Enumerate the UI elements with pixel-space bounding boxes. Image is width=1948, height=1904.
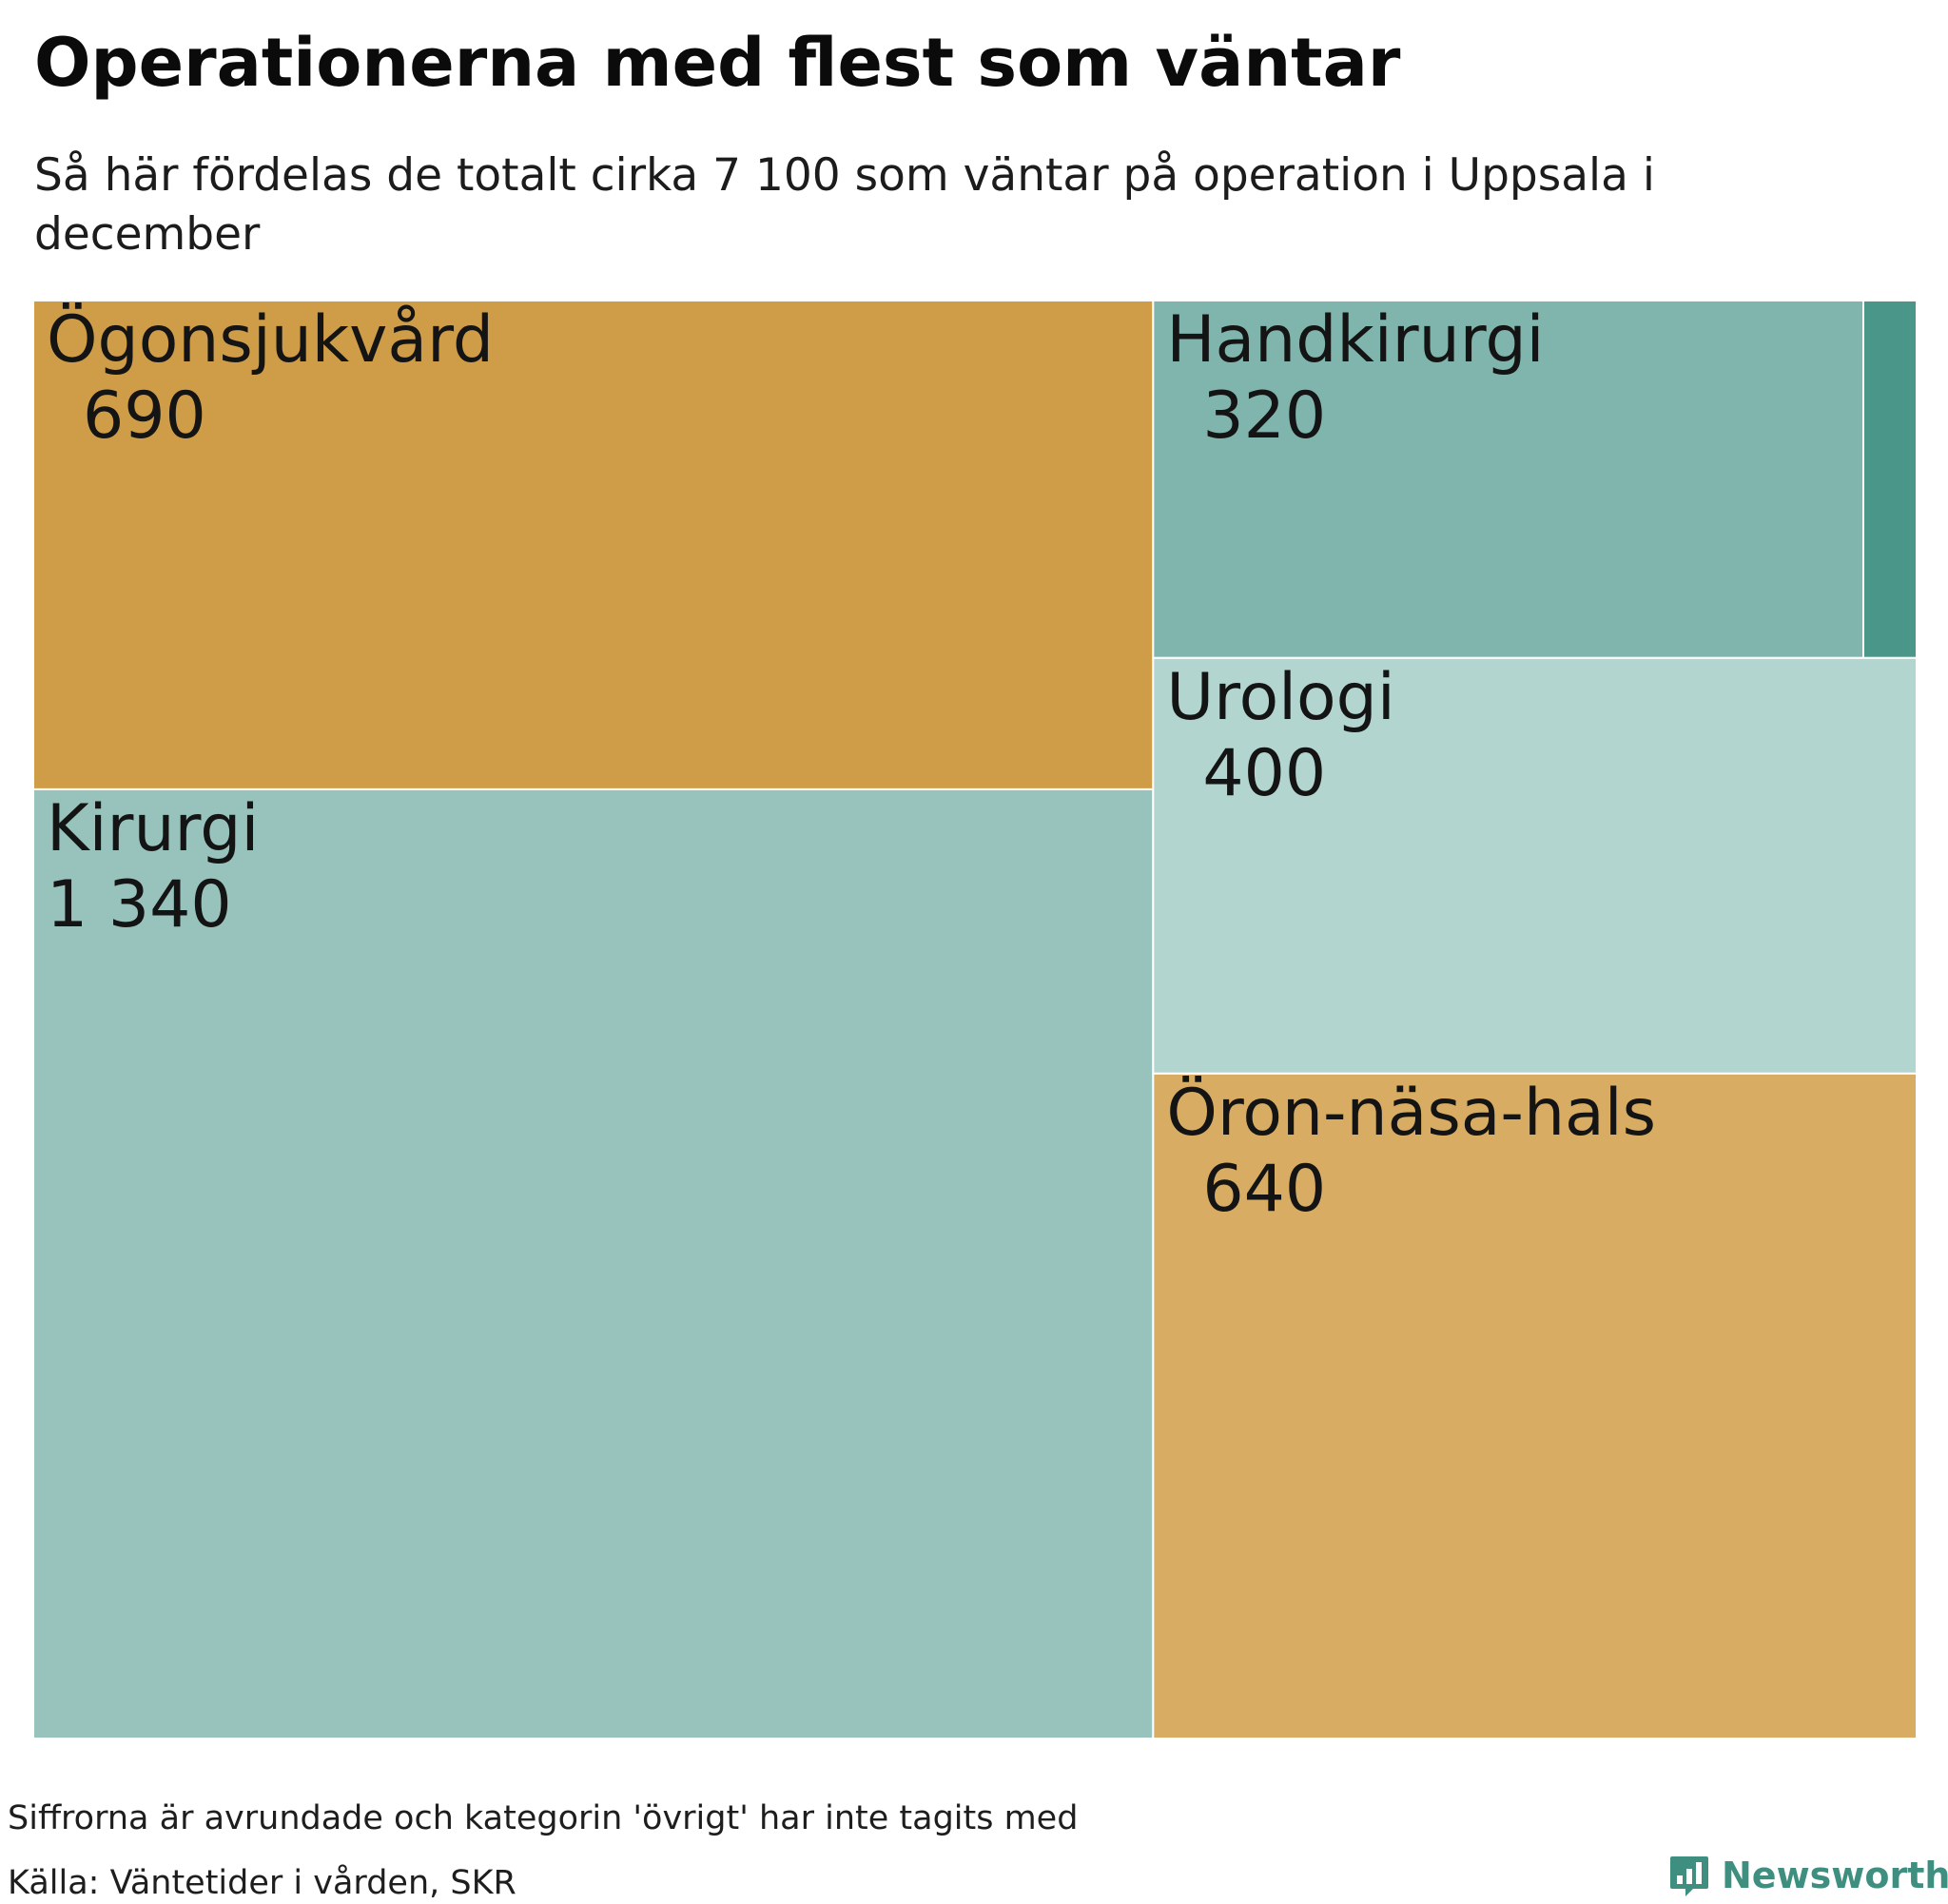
treemap-value-handkirurgi: 320 [1202, 379, 1326, 454]
logo-text: Newsworthy [1722, 1855, 1948, 1896]
treemap-cell-kirurgi [32, 787, 1155, 1739]
treemap-label-handkirurgi: Handkirurgi [1166, 302, 1544, 378]
newsworthy-logo: Newsworthy [1668, 1853, 1948, 1900]
treemap-label-kirurgi: Kirurgi [47, 791, 259, 866]
treemap-value-oron-nasa-hals: 640 [1202, 1152, 1326, 1227]
bar-chart-speech-bubble-icon [1670, 1856, 1708, 1896]
treemap-cell-handkirurgi [1152, 300, 1864, 659]
chart-title: Operationerna med flest som väntar [34, 24, 1401, 102]
treemap-value-ogonsjukvard: 690 [83, 379, 206, 454]
treemap-cell-oron-nasa-hals [1152, 1072, 1918, 1739]
treemap-cell-urologi [1152, 656, 1918, 1075]
treemap-value-kirurgi: 1 340 [47, 867, 232, 942]
treemap-label-ogonsjukvard: Ögonsjukvård [47, 302, 494, 378]
chart-subtitle: Så här fördelas de totalt cirka 7 100 so… [34, 149, 1655, 261]
treemap-label-oron-nasa-hals: Öron-näsa-hals [1166, 1076, 1656, 1151]
treemap-cell-segment-4 [1861, 300, 1918, 659]
treemap-value-urologi: 400 [1202, 736, 1326, 811]
source-note: Källa: Väntetider i vården, SKR [8, 1864, 516, 1902]
footnote: Siffrorna är avrundade och kategorin 'öv… [8, 1799, 1079, 1837]
treemap-label-urologi: Urologi [1166, 660, 1394, 735]
